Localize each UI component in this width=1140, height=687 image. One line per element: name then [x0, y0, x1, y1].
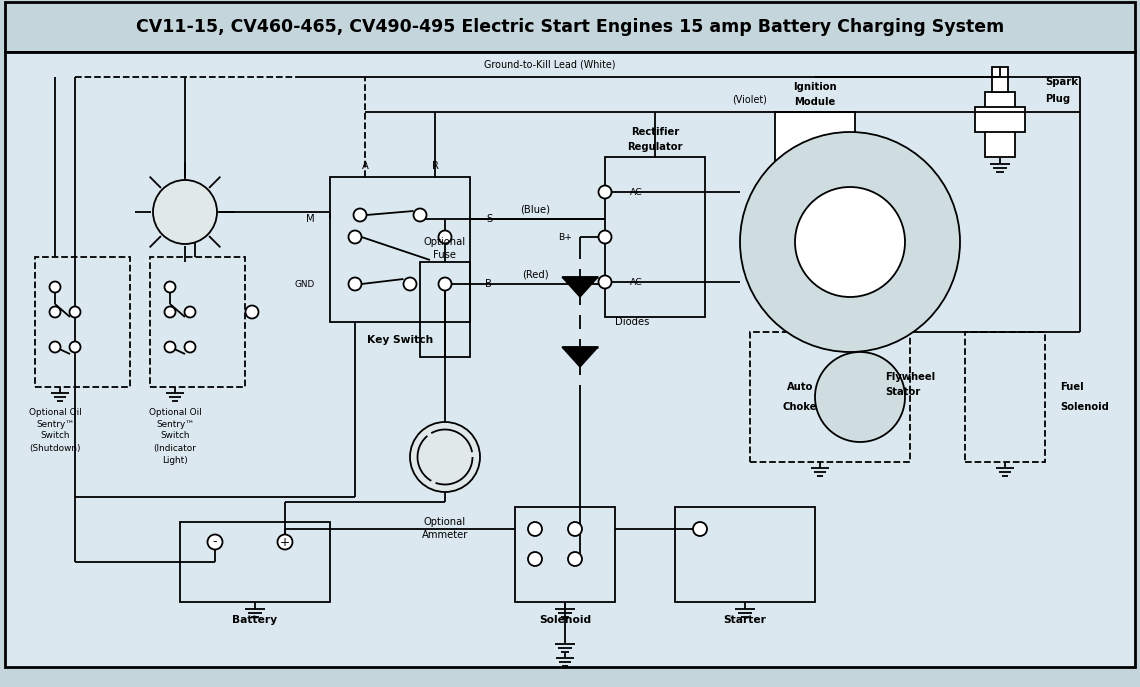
Circle shape [528, 522, 542, 536]
Bar [775, 112, 855, 172]
Circle shape [49, 282, 60, 293]
Text: -: - [213, 535, 218, 548]
Bar [992, 67, 1008, 92]
Polygon shape [562, 347, 598, 367]
Bar [35, 257, 130, 387]
Text: Optional: Optional [424, 237, 466, 247]
Bar [329, 177, 470, 322]
Text: Battery: Battery [233, 615, 277, 625]
Text: (Shutdown): (Shutdown) [30, 444, 81, 453]
Text: Optional Oil: Optional Oil [28, 407, 81, 416]
Bar [750, 332, 910, 462]
Circle shape [598, 275, 611, 289]
Circle shape [349, 278, 361, 291]
Bar [150, 257, 245, 387]
Bar [975, 107, 1025, 132]
Bar [420, 262, 470, 357]
Bar [5, 2, 1135, 52]
Text: Regulator: Regulator [627, 142, 683, 152]
Text: B: B [484, 279, 491, 289]
Circle shape [49, 341, 60, 352]
Text: Ignition: Ignition [793, 82, 837, 92]
Text: Choke: Choke [783, 402, 817, 412]
Text: Rectifier: Rectifier [630, 127, 679, 137]
Text: Solenoid: Solenoid [1060, 402, 1109, 412]
Bar [605, 157, 705, 317]
Bar [515, 507, 614, 602]
Circle shape [568, 552, 583, 566]
Circle shape [528, 552, 542, 566]
Text: Fuse: Fuse [433, 250, 456, 260]
Circle shape [693, 522, 707, 536]
Text: GND: GND [295, 280, 315, 289]
Text: Sentry™: Sentry™ [156, 420, 194, 429]
Circle shape [164, 282, 176, 293]
Text: Flywheel: Flywheel [885, 372, 935, 382]
Text: Fuel: Fuel [1060, 382, 1084, 392]
Circle shape [414, 208, 426, 221]
Text: (Blue): (Blue) [520, 204, 549, 214]
Circle shape [185, 341, 195, 352]
Circle shape [795, 187, 905, 297]
Text: Solenoid: Solenoid [539, 615, 591, 625]
Bar [785, 172, 845, 202]
Circle shape [153, 180, 217, 244]
Circle shape [439, 278, 451, 291]
Text: Ground-to-Kill Lead (White): Ground-to-Kill Lead (White) [484, 59, 616, 69]
Text: R: R [432, 161, 439, 171]
Circle shape [207, 534, 222, 550]
Text: CV11-15, CV460-465, CV490-495 Electric Start Engines 15 amp Battery Charging Sys: CV11-15, CV460-465, CV490-495 Electric S… [136, 18, 1004, 36]
Circle shape [277, 534, 293, 550]
Circle shape [70, 341, 81, 352]
Circle shape [70, 306, 81, 317]
Text: Ammeter: Ammeter [422, 530, 469, 540]
Text: Switch: Switch [161, 431, 189, 440]
Bar [675, 507, 815, 602]
Circle shape [245, 306, 259, 319]
Text: Auto: Auto [787, 382, 813, 392]
Circle shape [164, 341, 176, 352]
Circle shape [815, 352, 905, 442]
Circle shape [404, 278, 416, 291]
Text: AC: AC [630, 278, 643, 286]
Circle shape [568, 522, 583, 536]
Circle shape [598, 185, 611, 199]
Circle shape [349, 231, 361, 243]
Bar [964, 332, 1045, 462]
Text: M: M [306, 214, 315, 224]
Text: Plug: Plug [1045, 94, 1070, 104]
Text: Diodes: Diodes [614, 317, 650, 327]
Circle shape [439, 231, 451, 243]
Text: Spark: Spark [1045, 77, 1078, 87]
Text: Key Switch: Key Switch [367, 335, 433, 345]
Text: AC: AC [630, 188, 643, 196]
Polygon shape [562, 277, 598, 297]
Text: A: A [361, 161, 368, 171]
Circle shape [410, 422, 480, 492]
Text: Optional: Optional [424, 517, 466, 527]
Text: Sentry™: Sentry™ [36, 420, 74, 429]
Bar [180, 522, 329, 602]
Bar [985, 92, 1015, 157]
Circle shape [185, 306, 195, 317]
Text: Module: Module [795, 97, 836, 107]
Text: Starter: Starter [724, 615, 766, 625]
Text: Optional Oil: Optional Oil [148, 407, 202, 416]
Text: S: S [487, 214, 494, 224]
Text: (Indicator: (Indicator [154, 444, 196, 453]
Circle shape [598, 231, 611, 243]
Text: Light): Light) [162, 455, 188, 464]
Circle shape [164, 306, 176, 317]
Text: B+: B+ [557, 232, 572, 242]
Text: Stator: Stator [885, 387, 920, 397]
Text: (Red): (Red) [522, 269, 548, 279]
Text: Switch: Switch [40, 431, 70, 440]
Circle shape [49, 306, 60, 317]
Text: +: + [280, 535, 290, 548]
Circle shape [740, 132, 960, 352]
Circle shape [353, 208, 366, 221]
Text: (Violet): (Violet) [733, 94, 767, 104]
Bar [5, 52, 1135, 667]
